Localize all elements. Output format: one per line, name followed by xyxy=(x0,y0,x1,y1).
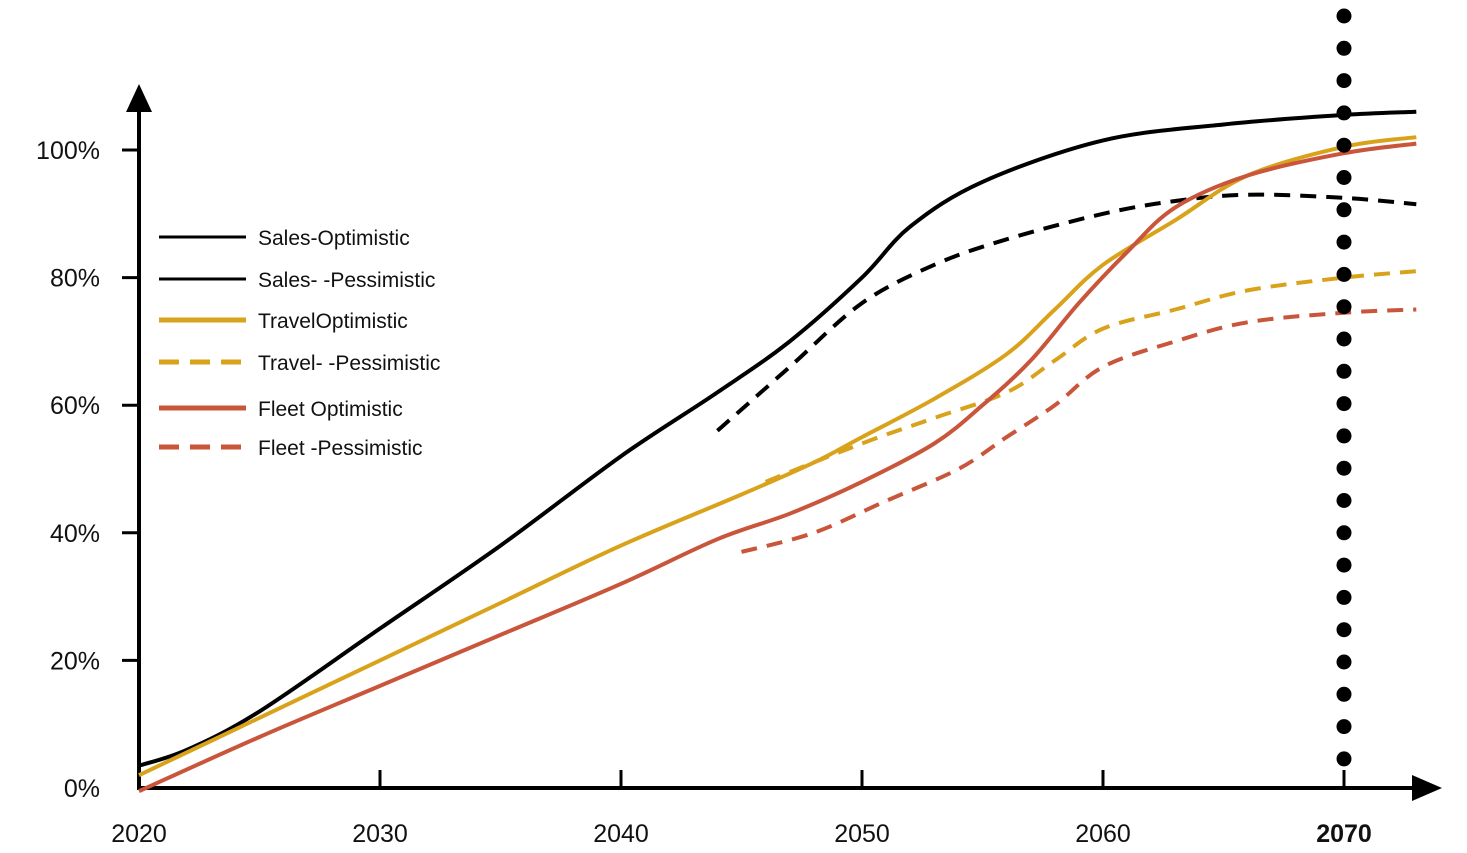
marker-dot xyxy=(1336,331,1352,347)
x-tick-label: 2050 xyxy=(834,820,890,848)
marker-dot xyxy=(1336,137,1352,153)
marker-dot xyxy=(1336,105,1352,121)
y-tick-label: 60% xyxy=(50,392,100,420)
marker-dot xyxy=(1336,234,1352,250)
x-tick-label: 2030 xyxy=(352,820,408,848)
x-tick-label: 2020 xyxy=(111,820,167,848)
series-line-travel-pessimistic xyxy=(764,269,1417,484)
marker-dot xyxy=(1336,266,1352,282)
series-line-sales-optimistic xyxy=(138,109,1417,768)
axes xyxy=(126,84,1442,801)
marker-dot xyxy=(1336,460,1352,476)
marker-dot xyxy=(1336,525,1352,541)
marker-dot xyxy=(1336,493,1352,508)
marker-dot xyxy=(1336,719,1352,735)
series-line-sales-pessimistic xyxy=(716,192,1417,433)
y-tick-label: 0% xyxy=(64,775,100,803)
marker-dot xyxy=(1336,622,1352,638)
vertical-marker xyxy=(1336,8,1352,767)
x-tick-label: 2060 xyxy=(1075,820,1131,848)
marker-dot xyxy=(1336,686,1352,702)
legend-label: Sales- -Pessimistic xyxy=(258,269,435,292)
x-tick-label: 2070 xyxy=(1316,820,1372,848)
legend-label: Sales-Optimistic xyxy=(258,227,410,250)
marker-dot xyxy=(1336,428,1352,444)
series-lines xyxy=(138,109,1417,794)
marker-dot xyxy=(1336,396,1352,412)
series-line-traveloptimistic xyxy=(138,135,1417,778)
marker-dot xyxy=(1336,170,1352,185)
marker-dot xyxy=(1336,299,1352,315)
y-tick-label: 100% xyxy=(36,137,100,165)
legend-label: TravelOptimistic xyxy=(258,310,408,333)
marker-dot xyxy=(1336,202,1352,218)
legend-label: Fleet -Pessimistic xyxy=(258,437,423,460)
legend-label: Fleet Optimistic xyxy=(258,398,403,421)
marker-dot xyxy=(1336,589,1352,605)
axis-ticks: 2020 2030 2040 2050 2060 2070 0% 20% 40% 60% 80% 10… xyxy=(36,137,1372,848)
marker-dot xyxy=(1336,654,1352,670)
marker-dot xyxy=(1336,363,1352,379)
marker-dot xyxy=(1336,751,1352,767)
y-tick-label: 40% xyxy=(50,520,100,548)
y-tick-label: 80% xyxy=(50,265,100,293)
series-line-fleet-pessimistic xyxy=(741,307,1417,554)
y-tick-label: 20% xyxy=(50,647,100,675)
marker-dot xyxy=(1336,73,1352,89)
marker-dot xyxy=(1336,8,1352,24)
series-line-fleet-optimistic xyxy=(138,141,1417,794)
marker-dot xyxy=(1336,557,1352,573)
x-tick-label: 2040 xyxy=(593,820,649,848)
legend: Sales-Optimistic Sales- -Pessimistic Trave… xyxy=(159,227,440,460)
y-axis-arrowhead xyxy=(126,84,152,112)
x-axis-arrowhead xyxy=(1412,775,1442,801)
legend-label: Travel- -Pessimistic xyxy=(258,352,440,375)
marker-dot xyxy=(1336,40,1352,56)
